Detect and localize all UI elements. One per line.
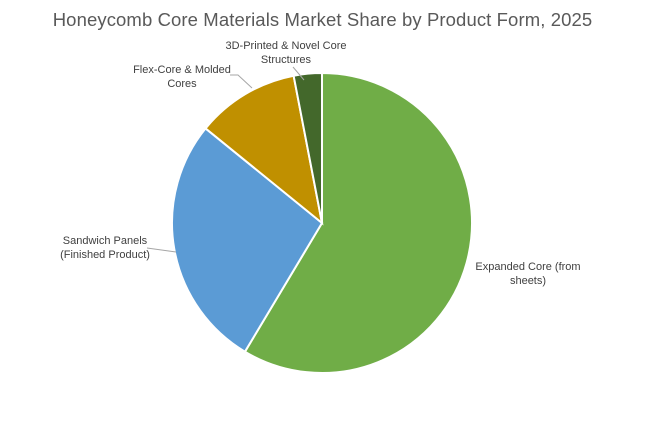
slice-labels: Expanded Core (from sheets) Sandwich Panel… [60,40,581,287]
slice-label-line: Sandwich Panels [63,235,148,247]
leader-line [146,247,177,253]
pie-slices [171,71,473,374]
pie-slice-expanded-core-from-sheets [243,71,473,374]
slice-label-line: Structures [261,54,312,66]
pie-slice-flex-core-molded-cores [204,74,324,226]
slice-label-line: Cores [167,78,197,90]
leader-line [292,66,305,81]
slice-label: Sandwich Panels (Finished Product) [60,235,150,261]
leader-line [230,74,253,89]
pie-slice-3d-printed-novel-core-structures [292,71,323,224]
leader-lines [146,66,305,253]
slice-label-line: 3D-Printed & Novel Core [225,40,346,52]
slice-label-line: Expanded Core (from [475,261,580,273]
slice-label: Expanded Core (from sheets) [475,261,580,287]
pie-slice-sandwich-panels-finished-product [171,127,324,354]
slice-label: Flex-Core & Molded Cores [133,64,231,90]
slice-label-line: sheets) [510,275,546,287]
chart-title: Honeycomb Core Materials Market Share by… [52,9,593,30]
slice-label-line: Flex-Core & Molded [133,64,231,76]
slice-label: 3D-Printed & Novel Core Structures [225,40,346,66]
slice-label-line: (Finished Product) [60,249,150,261]
